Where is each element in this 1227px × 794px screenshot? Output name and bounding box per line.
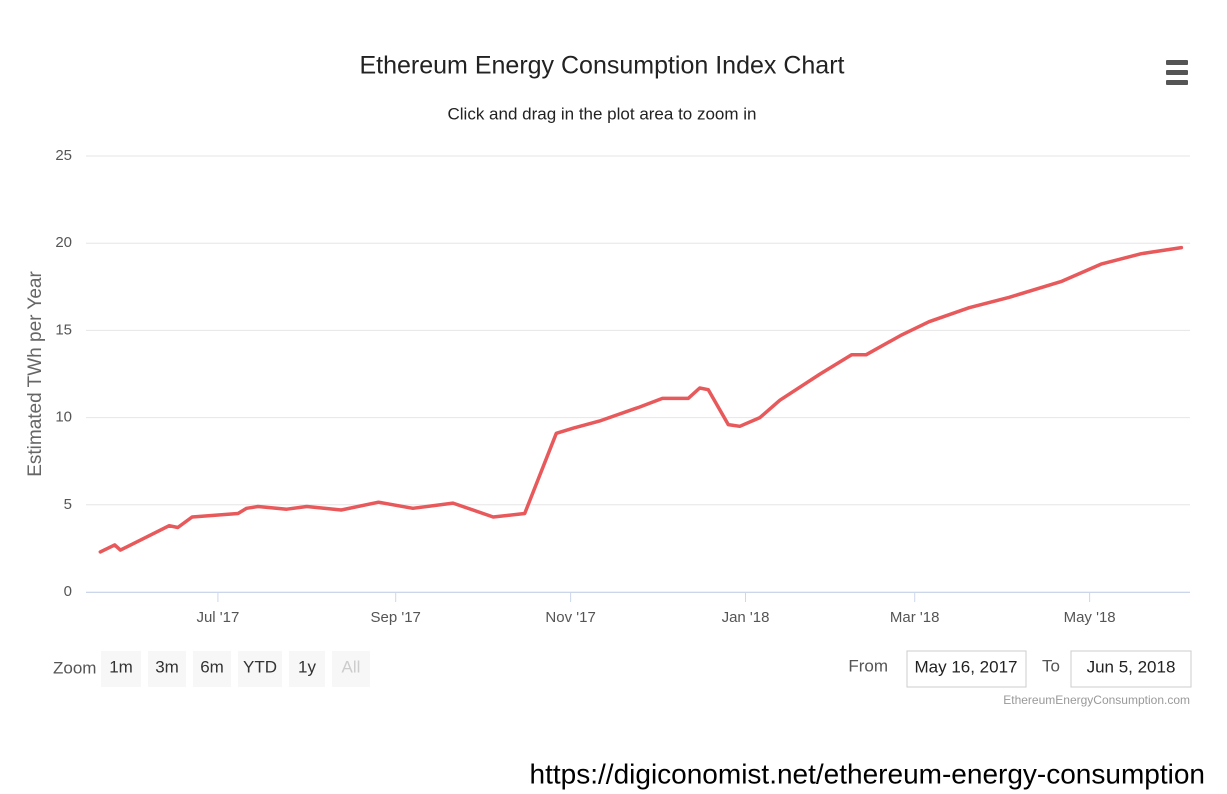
x-tick-label: May '18 bbox=[1064, 609, 1116, 626]
menu-bar[interactable] bbox=[1166, 80, 1188, 85]
from-label: From bbox=[848, 656, 888, 675]
y-tick-label: 0 bbox=[64, 583, 72, 600]
to-label: To bbox=[1042, 656, 1060, 675]
zoom-button[interactable]: 1m bbox=[101, 651, 141, 687]
zoom-button[interactable]: YTD bbox=[238, 651, 282, 687]
zoom-button-label[interactable]: YTD bbox=[243, 657, 277, 676]
zoom-button[interactable]: 1y bbox=[289, 651, 325, 687]
zoom-button-bg[interactable] bbox=[332, 651, 370, 687]
credit: EthereumEnergyConsumption.com bbox=[1003, 693, 1190, 707]
zoom-button-label[interactable]: All bbox=[342, 657, 361, 676]
zoom-button[interactable]: All bbox=[332, 651, 370, 687]
y-tick-label: 10 bbox=[55, 409, 72, 426]
y-tick-label: 20 bbox=[55, 234, 72, 251]
data-line bbox=[98, 245, 1184, 554]
menu-bar[interactable] bbox=[1166, 60, 1188, 65]
chart-title: Ethereum Energy Consumption Index Chart bbox=[360, 52, 845, 80]
y-tick-label: 25 bbox=[55, 147, 72, 164]
x-tick-label: Jan '18 bbox=[722, 609, 770, 626]
to-input[interactable] bbox=[1070, 650, 1192, 688]
zoom-button-bg[interactable] bbox=[101, 651, 141, 687]
chart-subtitle: Click and drag in the plot area to zoom … bbox=[447, 104, 756, 123]
x-tick-label: Jul '17 bbox=[196, 609, 239, 626]
zoom-button[interactable]: 6m bbox=[193, 651, 231, 687]
zoom-button-bg[interactable] bbox=[289, 651, 325, 687]
zoom-button-label[interactable]: 1y bbox=[298, 657, 316, 676]
zoom-button[interactable]: 3m bbox=[148, 651, 186, 687]
x-tick-label: Sep '17 bbox=[370, 609, 420, 626]
y-tick-label: 15 bbox=[55, 321, 72, 338]
menu-bar[interactable] bbox=[1166, 70, 1188, 75]
zoom-button-bg[interactable] bbox=[238, 651, 282, 687]
from-value[interactable]: May 16, 2017 bbox=[914, 657, 1017, 676]
y-axis-title: Estimated TWh per Year bbox=[25, 271, 46, 477]
source-url: https://digiconomist.net/ethereum-energy… bbox=[530, 758, 1205, 789]
zoom-button-label[interactable]: 3m bbox=[155, 657, 179, 676]
x-tick-label: Mar '18 bbox=[890, 609, 940, 626]
y-tick-label: 5 bbox=[64, 496, 72, 513]
zoom-button-bg[interactable] bbox=[193, 651, 231, 687]
zoom-button-bg[interactable] bbox=[148, 651, 186, 687]
from-input[interactable] bbox=[906, 650, 1027, 688]
to-value[interactable]: Jun 5, 2018 bbox=[1087, 657, 1176, 676]
zoom-button-label[interactable]: 6m bbox=[200, 657, 224, 676]
menu-icon[interactable] bbox=[1166, 60, 1188, 85]
zoom-button-label[interactable]: 1m bbox=[109, 657, 133, 676]
zoom-label: Zoom bbox=[53, 658, 96, 677]
x-tick-label: Nov '17 bbox=[545, 609, 595, 626]
